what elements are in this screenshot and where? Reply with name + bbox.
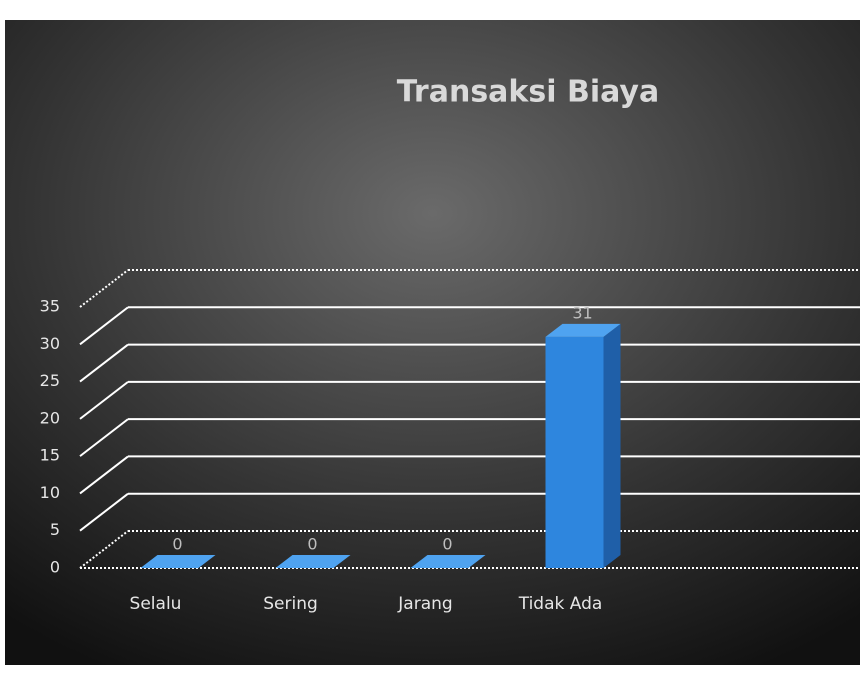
x-tick-label: Tidak Ada xyxy=(518,594,603,614)
data-label: 0 xyxy=(172,535,182,554)
grid-line xyxy=(79,343,129,383)
data-label: 0 xyxy=(442,535,452,554)
y-tick-label: 15 xyxy=(40,446,60,465)
grid-line xyxy=(79,492,129,532)
y-tick-label: 35 xyxy=(40,297,60,316)
chart-title: Transaksi Biaya xyxy=(397,75,659,110)
bar xyxy=(140,555,216,568)
data-label: 31 xyxy=(572,303,592,322)
bar-top xyxy=(545,323,621,337)
grid-line xyxy=(79,455,129,495)
y-tick-label: 10 xyxy=(40,483,60,502)
grid-line xyxy=(79,381,129,420)
y-tick-label: 5 xyxy=(50,520,60,539)
grid-line xyxy=(79,418,129,457)
bar-top xyxy=(140,555,216,568)
bar-top xyxy=(410,555,486,568)
bar xyxy=(545,323,621,568)
bar xyxy=(275,555,351,568)
x-tick-label: Jarang xyxy=(397,594,452,614)
data-label: 0 xyxy=(307,535,317,554)
bar-top xyxy=(275,555,351,568)
y-tick-label: 25 xyxy=(40,371,60,390)
x-tick-label: Selalu xyxy=(130,594,182,614)
bar-front xyxy=(545,336,604,568)
y-tick-label: 20 xyxy=(40,408,60,427)
y-tick-label: 30 xyxy=(40,334,60,353)
y-tick-label: 0 xyxy=(50,558,60,577)
bar-side xyxy=(603,323,621,568)
bar xyxy=(410,555,486,568)
x-tick-label: Sering xyxy=(263,594,318,614)
grid-line xyxy=(79,306,129,346)
